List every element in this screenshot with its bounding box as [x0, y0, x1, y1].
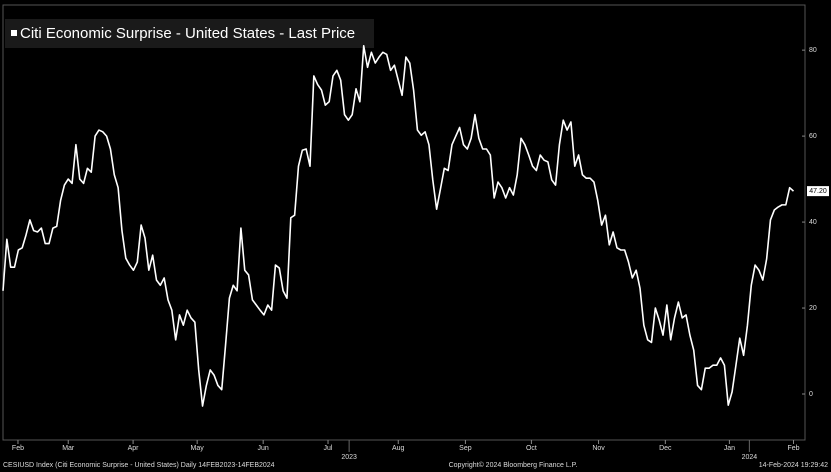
y-tick-label: 40 — [809, 219, 817, 226]
x-tick-label: Dec — [659, 445, 672, 452]
x-tick-label: Aug — [392, 445, 405, 452]
year-tick-label: 2024 — [742, 454, 758, 461]
chart-title: Citi Economic Surprise - United States -… — [20, 25, 355, 42]
y-tick-label: 20 — [809, 305, 817, 312]
x-tick-label: May — [191, 445, 205, 452]
x-tick-label: Jul — [324, 445, 333, 452]
x-tick-label: Jan — [724, 445, 735, 452]
x-tick-label: Sep — [459, 445, 472, 452]
footer-center: Copyright© 2024 Bloomberg Finance L.P. — [449, 461, 578, 469]
x-tick-label: Mar — [62, 445, 75, 452]
last-price-box — [807, 186, 829, 197]
x-tick-label: Oct — [526, 445, 537, 452]
x-tick-label: Nov — [592, 445, 605, 452]
x-tick-label: Feb — [12, 445, 24, 452]
y-tick-label: 60 — [809, 133, 817, 140]
footer-left: CESIUSD Index (Citi Economic Surprise - … — [3, 462, 275, 469]
footer-right: 14-Feb-2024 19:29:42 — [759, 462, 828, 469]
y-tick-label: 80 — [809, 47, 817, 54]
line-series — [2, 45, 795, 407]
legend-box — [5, 19, 374, 48]
x-tick-label: Apr — [128, 445, 140, 452]
legend-swatch — [11, 30, 17, 36]
y-tick-label: 0 — [809, 391, 813, 398]
x-tick-label: Jun — [258, 445, 269, 452]
last-price-label: 47.20 — [809, 188, 827, 195]
year-tick-label: 2023 — [341, 454, 357, 461]
x-tick-label: Feb — [787, 445, 799, 452]
